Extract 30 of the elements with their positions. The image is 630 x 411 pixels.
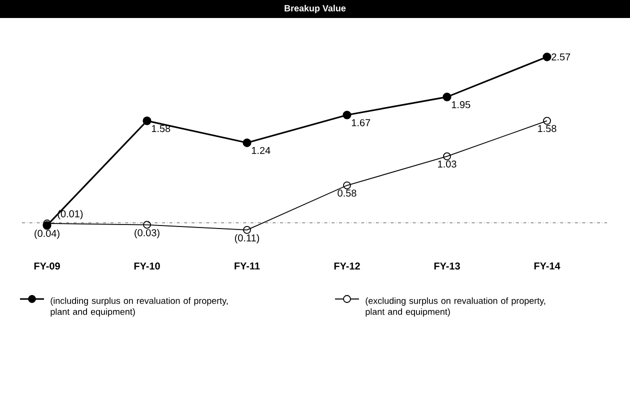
- x-tick-label: FY-12: [334, 262, 360, 270]
- data-label: (0.11): [234, 234, 260, 244]
- x-tick-label: FY-13: [434, 262, 460, 270]
- x-tick-label: FY-14: [534, 262, 560, 270]
- x-tick-label: FY-11: [234, 262, 260, 270]
- point: [342, 110, 352, 120]
- chart-title: Breakup Value: [284, 4, 346, 14]
- data-label: 1.24: [252, 146, 270, 154]
- data-label: 1.95: [452, 101, 470, 108]
- legend-label: (excluding surplus on revaluation of property, plant and equipment): [366, 297, 546, 317]
- data-label: 0.58: [338, 190, 356, 197]
- x-tick-label: FY-09: [34, 262, 60, 270]
- point: [443, 152, 451, 160]
- point: [542, 52, 552, 62]
- legend-label: (including surplus on revaluation of property, plant and equipment): [50, 297, 228, 317]
- point: [243, 226, 251, 234]
- x-tick-label: FY-10: [134, 262, 160, 270]
- data-label: 2.57: [552, 53, 570, 60]
- data-label: (0.03): [134, 228, 160, 238]
- point: [543, 116, 551, 125]
- data-label: (0.04): [34, 230, 60, 239]
- point: [242, 138, 252, 148]
- data-label: (0.01): [58, 210, 83, 220]
- point: [442, 92, 452, 102]
- data-label: 1.58: [538, 125, 556, 132]
- point: [142, 116, 152, 126]
- data-label: 1.67: [352, 119, 370, 126]
- point: [143, 220, 151, 229]
- point: [343, 181, 351, 190]
- data-label: 1.03: [438, 160, 456, 168]
